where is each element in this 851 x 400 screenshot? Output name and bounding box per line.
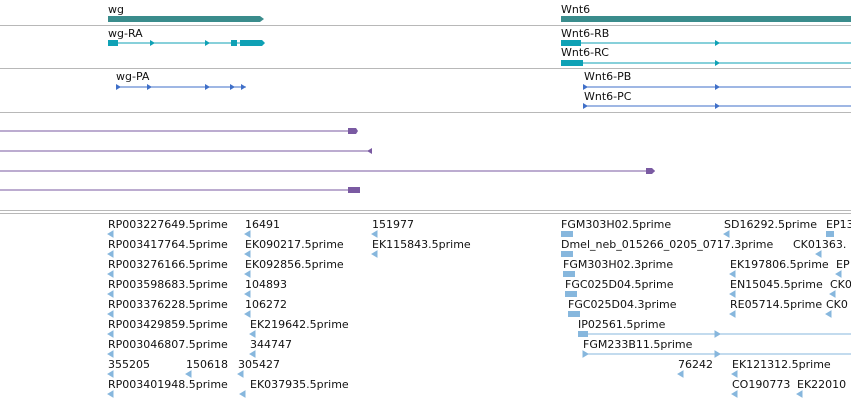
est-label[interactable]: EP xyxy=(836,258,850,271)
est-label[interactable]: 76242 xyxy=(678,358,713,371)
track-separator xyxy=(0,68,851,69)
est-label[interactable]: RP003598683.5prime xyxy=(108,278,228,291)
est-label[interactable]: CK0 xyxy=(830,278,851,291)
alignment-feature[interactable] xyxy=(0,128,358,134)
est-label[interactable]: RE05714.5prime xyxy=(730,298,823,311)
transcript-wnt6-rb[interactable] xyxy=(561,40,851,46)
est-label[interactable]: FGM303H02.3prime xyxy=(563,258,674,271)
transcript-wg-ra[interactable] xyxy=(108,40,265,46)
est-label[interactable]: SD16292.5prime xyxy=(724,218,817,231)
cds-wnt6-pc[interactable] xyxy=(583,103,851,109)
est-label[interactable]: 151977 xyxy=(372,218,414,231)
est-label[interactable]: RP003376228.5prime xyxy=(108,298,228,311)
est-label[interactable]: CK01363. xyxy=(793,238,847,251)
track-separator xyxy=(0,210,851,211)
gene-label-wg[interactable]: wg xyxy=(108,3,124,16)
est-label[interactable]: EK090217.5prime xyxy=(245,238,344,251)
est-label[interactable]: EN15045.5prime xyxy=(730,278,823,291)
alignment-feature[interactable] xyxy=(0,187,360,193)
est-label[interactable]: EK115843.5prime xyxy=(372,238,471,251)
gene-label-wnt6[interactable]: Wnt6 xyxy=(561,3,591,16)
est-label[interactable]: EP13 xyxy=(826,218,851,231)
est-label[interactable]: 16491 xyxy=(245,218,280,231)
est-label[interactable]: Dmel_neb_015266_0205_0717.3prime xyxy=(561,238,774,251)
est-label[interactable]: EK092856.5prime xyxy=(245,258,344,271)
est-label[interactable]: FGC025D04.3prime xyxy=(568,298,677,311)
est-label[interactable]: FGC025D04.5prime xyxy=(565,278,674,291)
est-label[interactable]: FGM303H02.5prime xyxy=(561,218,672,231)
gene-feature-wg[interactable] xyxy=(108,16,264,22)
est-label[interactable]: 104893 xyxy=(245,278,287,291)
alignment-feature[interactable] xyxy=(0,148,372,154)
transcript-label-wnt6-rc[interactable]: Wnt6-RC xyxy=(561,46,609,59)
track-separator xyxy=(0,25,851,26)
est-label[interactable]: EK197806.5prime xyxy=(730,258,829,271)
track-separator xyxy=(0,213,851,214)
gene-feature-wnt6[interactable] xyxy=(561,16,851,22)
est-label[interactable]: RP003227649.5prime xyxy=(108,218,228,231)
est-label[interactable]: CO190773 xyxy=(732,378,791,391)
est-label[interactable]: 106272 xyxy=(245,298,287,311)
est-label[interactable]: EK037935.5prime xyxy=(250,378,349,391)
protein-label-wnt6-pb[interactable]: Wnt6-PB xyxy=(584,70,632,83)
cds-wnt6-pb[interactable] xyxy=(583,84,851,90)
est-label[interactable]: RP003417764.5prime xyxy=(108,238,228,251)
transcript-label-wg-ra[interactable]: wg-RA xyxy=(108,27,143,40)
track-separator xyxy=(0,112,851,113)
transcript-wnt6-rc[interactable] xyxy=(561,60,851,66)
est-label[interactable]: IP02561.5prime xyxy=(578,318,666,331)
transcript-label-wnt6-rb[interactable]: Wnt6-RB xyxy=(561,27,610,40)
est-label[interactable]: EK121312.5prime xyxy=(732,358,831,371)
alignment-feature[interactable] xyxy=(0,168,655,174)
est-label[interactable]: RP003276166.5prime xyxy=(108,258,228,271)
est-label[interactable]: 344747 xyxy=(250,338,292,351)
est-label[interactable]: EK22010 xyxy=(797,378,847,391)
protein-label-wnt6-pc[interactable]: Wnt6-PC xyxy=(584,90,632,103)
est-label[interactable]: RP003429859.5prime xyxy=(108,318,228,331)
est-label[interactable]: 150618 xyxy=(186,358,228,371)
est-label[interactable]: 355205 xyxy=(108,358,150,371)
est-label[interactable]: FGM233B11.5prime xyxy=(583,338,693,351)
protein-label-wg-pa[interactable]: wg-PA xyxy=(116,70,150,83)
est-label[interactable]: RP003046807.5prime xyxy=(108,338,228,351)
est-label[interactable]: CK0 xyxy=(826,298,848,311)
est-label[interactable]: RP003401948.5prime xyxy=(108,378,228,391)
est-label[interactable]: EK219642.5prime xyxy=(250,318,349,331)
est-label[interactable]: 305427 xyxy=(238,358,280,371)
cds-wg-pa[interactable] xyxy=(116,84,246,90)
